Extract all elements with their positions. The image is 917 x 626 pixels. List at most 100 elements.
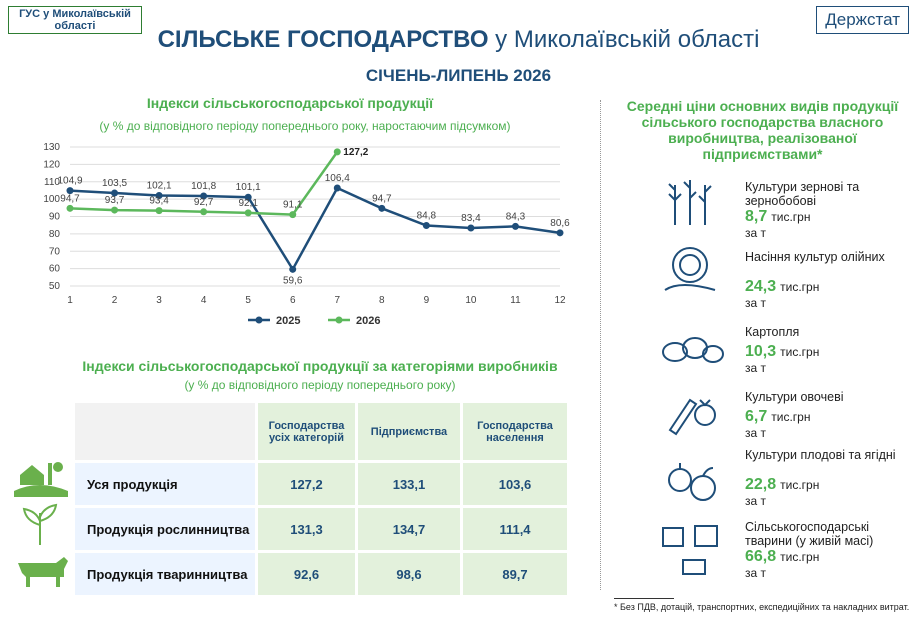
- sunflower-icon: [664, 247, 716, 291]
- price-unit: тис.грн за т: [745, 410, 811, 440]
- data-point: [155, 207, 163, 215]
- value-label: 101,1: [236, 182, 261, 193]
- brand: Держстат: [816, 6, 909, 34]
- y-tick-label: 130: [43, 142, 60, 153]
- data-point: [289, 265, 297, 273]
- cell-value: 89,7: [463, 553, 567, 595]
- value-label: 94,7: [372, 193, 392, 204]
- livestock-icon: [662, 525, 718, 575]
- page-title: СІЛЬСЬКЕ ГОСПОДАРСТВО у Миколаївській об…: [0, 26, 917, 54]
- y-tick-label: 120: [43, 159, 60, 170]
- value-label: 104,9: [57, 176, 82, 187]
- value-label: 92,1: [238, 198, 258, 209]
- price-value: 66,8 тис.грн за т: [745, 548, 819, 580]
- data-point: [200, 208, 208, 216]
- data-point: [333, 184, 341, 192]
- series-line: [69, 186, 561, 272]
- data-point: [289, 211, 297, 219]
- price-value: 22,8 тис.грн за т: [745, 476, 819, 508]
- data-point: [66, 204, 74, 212]
- legend-dot: [255, 316, 263, 324]
- legend-dot: [335, 316, 343, 324]
- cell-value: 131,3: [258, 508, 355, 550]
- divider: [600, 100, 601, 590]
- x-tick-label: 4: [201, 295, 207, 306]
- data-point: [111, 189, 119, 197]
- value-label: 84,3: [506, 211, 526, 222]
- x-tick-label: 10: [465, 295, 477, 306]
- cell-value: 103,6: [463, 463, 567, 505]
- cell-value: 134,7: [358, 508, 460, 550]
- y-tick-label: 110: [44, 177, 60, 188]
- price-value: 10,3 тис.грн за т: [745, 343, 819, 375]
- vegetable-icon: [668, 398, 716, 436]
- y-tick-label: 90: [49, 212, 61, 223]
- price-number: 6,7: [745, 408, 768, 425]
- chart-title: Індекси сільськогосподарської продукції: [147, 95, 434, 111]
- x-tick-label: 8: [379, 295, 385, 306]
- footnote: * Без ПДВ, дотацій, транспортних, експед…: [614, 602, 910, 612]
- x-tick-label: 9: [424, 295, 430, 306]
- price-unit: тис.грн за т: [745, 280, 820, 310]
- column-header: Господарства усіх категорій: [258, 403, 355, 460]
- y-tick-label: 80: [49, 229, 61, 240]
- title-rest: у Миколаївській області: [495, 26, 760, 53]
- value-label: 106,4: [325, 173, 350, 184]
- price-name: Культури овочеві: [745, 390, 844, 404]
- x-tick-label: 12: [554, 295, 566, 306]
- y-tick-label: 50: [49, 281, 61, 292]
- cell-value: 92,6: [258, 553, 355, 595]
- value-label: 103,5: [102, 178, 127, 189]
- value-label: 91,1: [283, 200, 303, 211]
- value-label: 93,7: [105, 195, 125, 206]
- cell-value: 127,2: [258, 463, 355, 505]
- row-label: Продукція тваринництва: [75, 553, 255, 595]
- data-point: [333, 148, 341, 156]
- title-main: СІЛЬСЬКЕ ГОСПОДАРСТВО: [157, 26, 489, 53]
- price-value: 6,7 тис.грн за т: [745, 408, 810, 440]
- price-number: 22,8: [745, 476, 777, 493]
- price-name: Сільськогосподарські тварини (у живій ма…: [745, 520, 874, 548]
- badge: ГУС у Миколаївській області: [8, 6, 142, 34]
- table-title: Індекси сільськогосподарської продукції …: [82, 358, 558, 374]
- price-unit: тис.грн за т: [745, 550, 820, 580]
- table-header-blank: [75, 403, 255, 460]
- price-number: 66,8: [745, 548, 777, 565]
- price-name: Насіння культур олійних: [745, 250, 885, 264]
- value-label: 127,2: [343, 147, 368, 158]
- value-label: 101,8: [191, 181, 216, 192]
- grain-icon: [668, 180, 712, 225]
- data-point: [155, 191, 163, 199]
- value-label: 80,6: [550, 218, 570, 229]
- value-label: 83,4: [461, 213, 481, 224]
- price-value: 24,3 тис.грн за т: [745, 278, 819, 310]
- data-point: [556, 229, 564, 237]
- value-label: 92,7: [194, 197, 214, 208]
- value-label: 93,4: [149, 196, 169, 207]
- cell-value: 98,6: [358, 553, 460, 595]
- data-point: [66, 187, 74, 195]
- data-point: [111, 206, 119, 214]
- price-value: 8,7 тис.грн за т: [745, 208, 810, 240]
- y-tick-label: 100: [43, 194, 60, 205]
- legend-label: 2026: [356, 315, 380, 327]
- value-label: 102,1: [147, 180, 172, 191]
- footnote-line: [614, 598, 674, 599]
- plant-icon: [22, 503, 58, 545]
- price-name: Культури плодові та ягідні: [745, 448, 896, 462]
- x-tick-label: 5: [245, 295, 251, 306]
- price-unit: тис.грн за т: [745, 478, 820, 508]
- data-point: [378, 204, 386, 212]
- price-number: 8,7: [745, 208, 768, 225]
- price-number: 10,3: [745, 343, 777, 360]
- row-label: Продукція рослинництва: [75, 508, 255, 550]
- y-tick-label: 70: [49, 246, 61, 257]
- x-tick-label: 3: [156, 295, 162, 306]
- x-tick-label: 7: [334, 295, 340, 306]
- value-label: 84,8: [417, 211, 437, 222]
- value-label: 59,6: [283, 275, 303, 286]
- row-label: Уся продукція: [75, 463, 255, 505]
- x-tick-label: 1: [67, 295, 73, 306]
- chart-subtitle: (у % до відповідного періоду попередньог…: [99, 119, 510, 133]
